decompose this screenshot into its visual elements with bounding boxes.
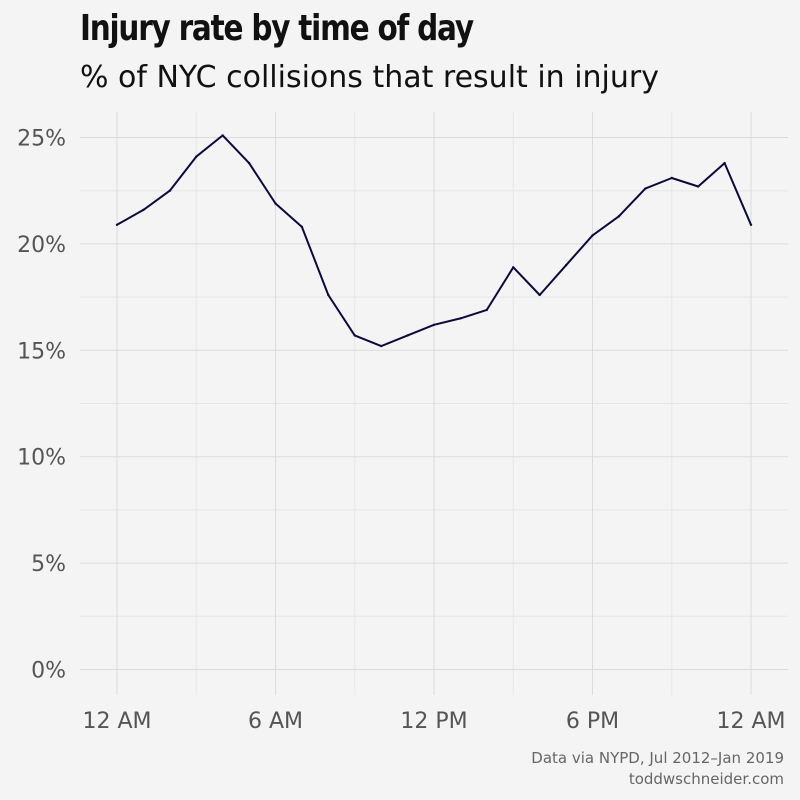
data-point — [617, 215, 621, 218]
caption-credit: toddwschneider.com — [628, 770, 784, 788]
y-tick-label: 25% — [17, 127, 66, 152]
data-point — [327, 293, 330, 297]
data-point — [300, 225, 304, 229]
data-point — [274, 202, 277, 205]
y-tick-label: 20% — [17, 233, 66, 258]
data-point — [221, 134, 224, 137]
series-layer — [115, 134, 753, 348]
data-point — [538, 293, 541, 297]
caption: Data via NYPD, Jul 2012–Jan 2019 toddwsc… — [531, 748, 784, 790]
data-point — [247, 161, 251, 165]
x-tick-label: 6 PM — [566, 709, 619, 734]
data-point — [591, 234, 594, 237]
y-tick-label: 15% — [17, 339, 66, 364]
x-tick-label: 12 PM — [400, 709, 467, 734]
data-point — [512, 266, 515, 269]
x-tick-label: 12 AM — [82, 709, 151, 734]
data-point — [644, 187, 647, 190]
data-point — [142, 208, 145, 212]
data-point — [670, 176, 673, 180]
tick-labels: 12 AM 6 AM 12 PM 6 PM 12 AM 0% 5% 10% 15% 20% 25% — [17, 127, 785, 734]
caption-source: Data via NYPD, Jul 2012–Jan 2019 — [531, 749, 784, 767]
data-point — [168, 189, 172, 192]
major-gridlines — [80, 112, 788, 695]
data-point — [723, 161, 726, 165]
data-point — [195, 155, 198, 158]
data-point — [459, 317, 462, 320]
data-point — [353, 334, 356, 337]
y-tick-label: 5% — [31, 552, 66, 577]
data-point — [696, 185, 700, 188]
data-point — [406, 334, 409, 337]
data-point — [485, 308, 489, 312]
data-point — [379, 344, 383, 348]
y-tick-label: 10% — [17, 446, 66, 471]
x-tick-label: 6 AM — [248, 709, 303, 734]
chart-title: Injury rate by time of day — [80, 8, 474, 49]
data-point — [115, 223, 119, 226]
y-tick-label: 0% — [31, 658, 66, 683]
x-tick-label: 12 AM — [716, 709, 785, 734]
data-point — [432, 323, 436, 326]
data-point — [749, 223, 753, 226]
data-point — [564, 263, 568, 267]
chart-subtitle: % of NYC collisions that result in injur… — [80, 60, 659, 95]
